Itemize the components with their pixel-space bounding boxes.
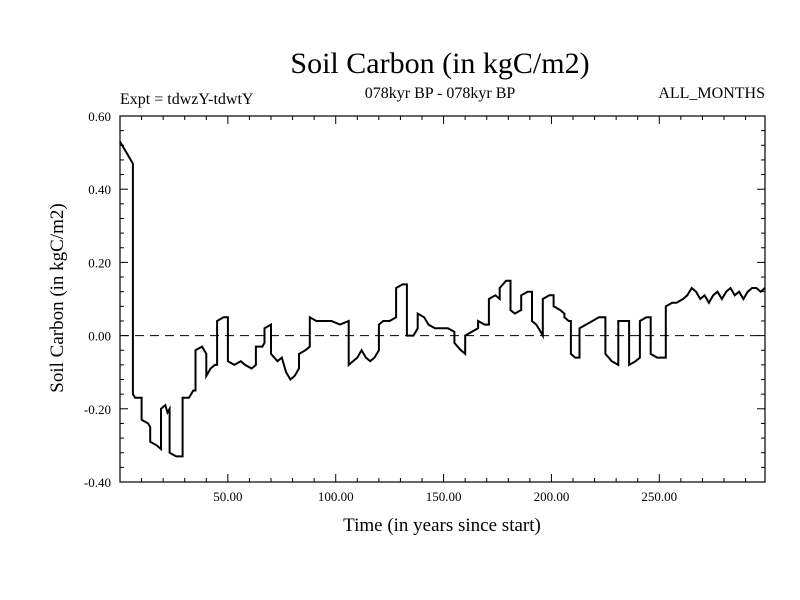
x-tick-label: 150.00 (426, 489, 462, 504)
x-tick-label: 100.00 (318, 489, 354, 504)
y-tick-label: 0.60 (88, 109, 111, 124)
y-axis-label: Soil Carbon (in kgC/m2) (47, 203, 68, 392)
y-tick-label: 0.20 (88, 255, 111, 270)
axis-tick-labels: -0.40 -0.20 0.00 0.20 0.40 0.60 50.00 100.00 150… (84, 109, 677, 504)
y-tick-label: 0.40 (88, 182, 111, 197)
axis-ticks (120, 115, 765, 483)
experiment-label: Expt = tdwzY-tdwtY (120, 91, 254, 108)
x-axis-label: Time (in years since start) (343, 515, 541, 536)
y-tick-label: 0.00 (88, 329, 111, 344)
x-tick-label: 50.00 (213, 489, 242, 504)
period-label: 078kyr BP - 078kyr BP (365, 85, 516, 102)
x-tick-label: 200.00 (534, 489, 570, 504)
plot-frame (119, 115, 766, 483)
chart-title: Soil Carbon (in kgC/m2) (290, 47, 589, 80)
x-tick-label: 250.00 (641, 489, 677, 504)
months-label: ALL_MONTHS (658, 85, 765, 102)
series-line (119, 141, 766, 458)
y-tick-label: -0.20 (84, 402, 111, 417)
series-group (119, 141, 766, 458)
y-tick-label: -0.40 (84, 475, 111, 490)
